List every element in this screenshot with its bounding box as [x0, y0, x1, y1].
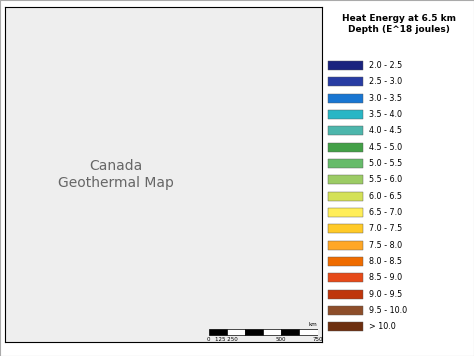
Text: 8.5 - 9.0: 8.5 - 9.0 — [369, 273, 402, 282]
Text: 7.0 - 7.5: 7.0 - 7.5 — [369, 224, 402, 234]
Text: 5.5 - 6.0: 5.5 - 6.0 — [369, 176, 402, 184]
Bar — [281, 329, 300, 335]
Bar — [328, 176, 364, 184]
Bar — [328, 241, 364, 250]
Text: km: km — [309, 322, 318, 327]
Text: 125 250: 125 250 — [215, 337, 238, 342]
Text: 3.5 - 4.0: 3.5 - 4.0 — [369, 110, 402, 119]
Bar — [328, 224, 364, 234]
Bar — [328, 208, 364, 217]
Bar — [245, 329, 263, 335]
Bar — [328, 159, 364, 168]
Text: 0: 0 — [207, 337, 210, 342]
Bar — [209, 329, 227, 335]
Bar — [328, 61, 364, 70]
Bar — [263, 329, 281, 335]
Bar — [328, 290, 364, 299]
Text: 500: 500 — [276, 337, 286, 342]
Text: 6.0 - 6.5: 6.0 - 6.5 — [369, 192, 402, 201]
Bar — [300, 329, 318, 335]
Text: 2.0 - 2.5: 2.0 - 2.5 — [369, 61, 402, 70]
Text: 3.0 - 3.5: 3.0 - 3.5 — [369, 94, 402, 103]
Text: Canada
Geothermal Map: Canada Geothermal Map — [58, 159, 174, 189]
Text: > 10.0: > 10.0 — [369, 323, 396, 331]
Bar — [328, 77, 364, 86]
Bar — [328, 306, 364, 315]
Bar — [328, 273, 364, 282]
Bar — [328, 110, 364, 119]
Bar — [328, 126, 364, 135]
Bar — [227, 329, 245, 335]
Bar — [328, 323, 364, 331]
Text: 2.5 - 3.0: 2.5 - 3.0 — [369, 77, 402, 86]
Text: 5.0 - 5.5: 5.0 - 5.5 — [369, 159, 402, 168]
Text: 9.5 - 10.0: 9.5 - 10.0 — [369, 306, 408, 315]
Bar — [328, 94, 364, 103]
Text: 4.5 - 5.0: 4.5 - 5.0 — [369, 143, 402, 152]
Bar — [328, 192, 364, 201]
Bar — [328, 257, 364, 266]
Text: Heat Energy at 6.5 km
Depth (E^18 joules): Heat Energy at 6.5 km Depth (E^18 joules… — [342, 14, 456, 34]
Text: 750: 750 — [312, 337, 323, 342]
Text: 7.5 - 8.0: 7.5 - 8.0 — [369, 241, 402, 250]
Text: 9.0 - 9.5: 9.0 - 9.5 — [369, 290, 402, 299]
Bar — [328, 143, 364, 152]
Text: 6.5 - 7.0: 6.5 - 7.0 — [369, 208, 402, 217]
Text: 8.0 - 8.5: 8.0 - 8.5 — [369, 257, 402, 266]
Text: 4.0 - 4.5: 4.0 - 4.5 — [369, 126, 402, 135]
